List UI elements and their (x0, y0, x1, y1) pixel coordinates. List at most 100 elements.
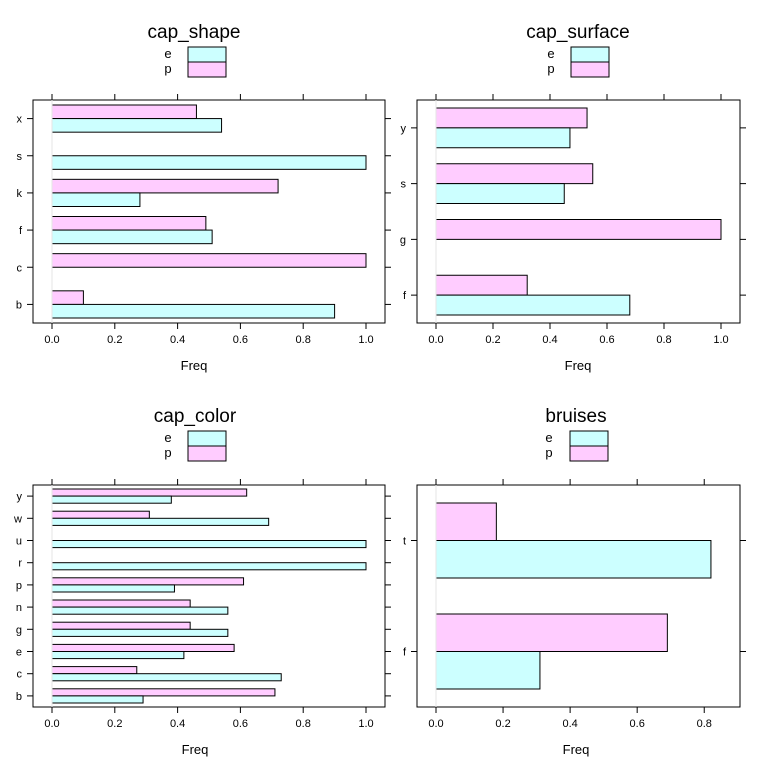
bar-e-n (51, 606, 229, 615)
legend-swatch-e (569, 430, 609, 447)
y-tick-label: x (17, 114, 23, 126)
y-tick-label: b (16, 299, 22, 311)
x-tick-label: 0.0 (44, 334, 59, 346)
legend-swatch-e (187, 46, 227, 63)
legend-swatch-p (187, 445, 227, 462)
bar-p-g (51, 621, 191, 630)
bar-p-s (435, 163, 594, 185)
x-tick-label: 0.4 (562, 718, 577, 730)
plot-frame (32, 484, 386, 708)
y-tick-label: b (16, 691, 22, 703)
legend-label-p: p (545, 445, 552, 460)
legend-swatch-e (570, 46, 610, 63)
bar-p-x (51, 104, 197, 120)
bar-p-y (51, 488, 248, 497)
y-tick-label: u (16, 536, 22, 548)
x-tick-label: 0.0 (44, 718, 59, 730)
x-tick-label: 0.8 (296, 334, 311, 346)
bar-p-c (51, 666, 138, 675)
chart-title: bruises (545, 406, 606, 427)
x-tick-label: 1.0 (358, 718, 373, 730)
x-tick-label: 0.4 (542, 334, 557, 346)
x-tick-label: 0.2 (107, 718, 122, 730)
x-tick-label: 0.2 (495, 718, 510, 730)
y-tick-label: t (403, 536, 406, 548)
bar-e-s (435, 183, 565, 204)
bar-p-p (51, 577, 245, 586)
y-tick-label: w (13, 513, 22, 525)
y-tick-label: f (403, 647, 407, 659)
bar-e-c (51, 673, 282, 682)
x-axis-label: Freq (565, 358, 592, 373)
x-tick-label: 1.0 (358, 334, 373, 346)
legend-swatch-e (187, 430, 227, 447)
y-tick-label: e (16, 647, 22, 659)
x-tick-label: 0.6 (599, 334, 614, 346)
bar-e-k (51, 192, 141, 208)
legend-label-e: e (164, 430, 171, 445)
x-tick-label: 0.6 (630, 718, 645, 730)
bar-p-b (51, 688, 276, 697)
bar-p-w (51, 510, 150, 519)
bar-p-y (435, 107, 588, 129)
bar-p-n (51, 599, 191, 608)
bar-e-y (435, 127, 571, 149)
y-tick-label: k (17, 188, 23, 200)
legend-label-e: e (547, 46, 554, 61)
y-tick-label: c (17, 262, 23, 274)
bar-e-s (51, 155, 367, 170)
y-tick-label: c (17, 669, 23, 681)
bar-e-y (51, 495, 172, 504)
y-tick-label: s (401, 179, 407, 191)
y-tick-label: f (19, 225, 23, 237)
legend-swatch-p (570, 61, 610, 78)
plot-frame (416, 99, 741, 324)
y-tick-label: g (16, 624, 22, 636)
bar-e-u (51, 540, 367, 549)
bar-e-b (51, 303, 336, 319)
plot-frame (416, 484, 741, 708)
bar-e-f (435, 651, 541, 690)
bar-p-b (51, 290, 84, 305)
legend-label-e: e (164, 46, 171, 61)
bar-p-f (435, 274, 528, 296)
x-axis-label: Freq (181, 358, 208, 373)
legend-label-p: p (164, 445, 171, 460)
bar-p-e (51, 643, 235, 653)
bar-e-p (51, 584, 175, 593)
x-tick-label: 0.2 (485, 334, 500, 346)
bar-e-f (51, 229, 213, 245)
legend-swatch-p (569, 445, 609, 462)
x-tick-label: 0.4 (170, 718, 185, 730)
x-axis-label: Freq (563, 742, 590, 757)
y-tick-label: g (400, 234, 406, 246)
chart-title: cap_shape (148, 22, 241, 43)
legend-label-e: e (545, 430, 552, 445)
x-axis-label: Freq (182, 742, 209, 757)
bar-e-e (51, 651, 185, 660)
bar-e-x (51, 118, 223, 133)
y-tick-label: f (403, 290, 407, 302)
y-tick-label: y (17, 491, 23, 503)
plot-frame (32, 99, 386, 324)
y-tick-label: n (16, 602, 22, 614)
y-tick-label: y (401, 123, 407, 135)
x-tick-label: 1.0 (713, 334, 728, 346)
x-tick-label: 0.6 (233, 334, 248, 346)
bar-e-w (51, 517, 270, 526)
bar-p-k (51, 178, 279, 194)
bar-p-c (51, 253, 367, 268)
bar-p-t (435, 502, 497, 541)
bar-e-b (51, 695, 144, 704)
x-tick-label: 0.4 (170, 334, 185, 346)
bar-p-g (435, 219, 722, 240)
legend-label-p: p (547, 61, 554, 76)
y-tick-label: r (18, 558, 22, 570)
x-tick-label: 0.8 (296, 718, 311, 730)
y-tick-label: s (17, 151, 23, 163)
bar-p-f (435, 613, 668, 652)
x-tick-label: 0.2 (107, 334, 122, 346)
bar-e-f (435, 294, 631, 316)
